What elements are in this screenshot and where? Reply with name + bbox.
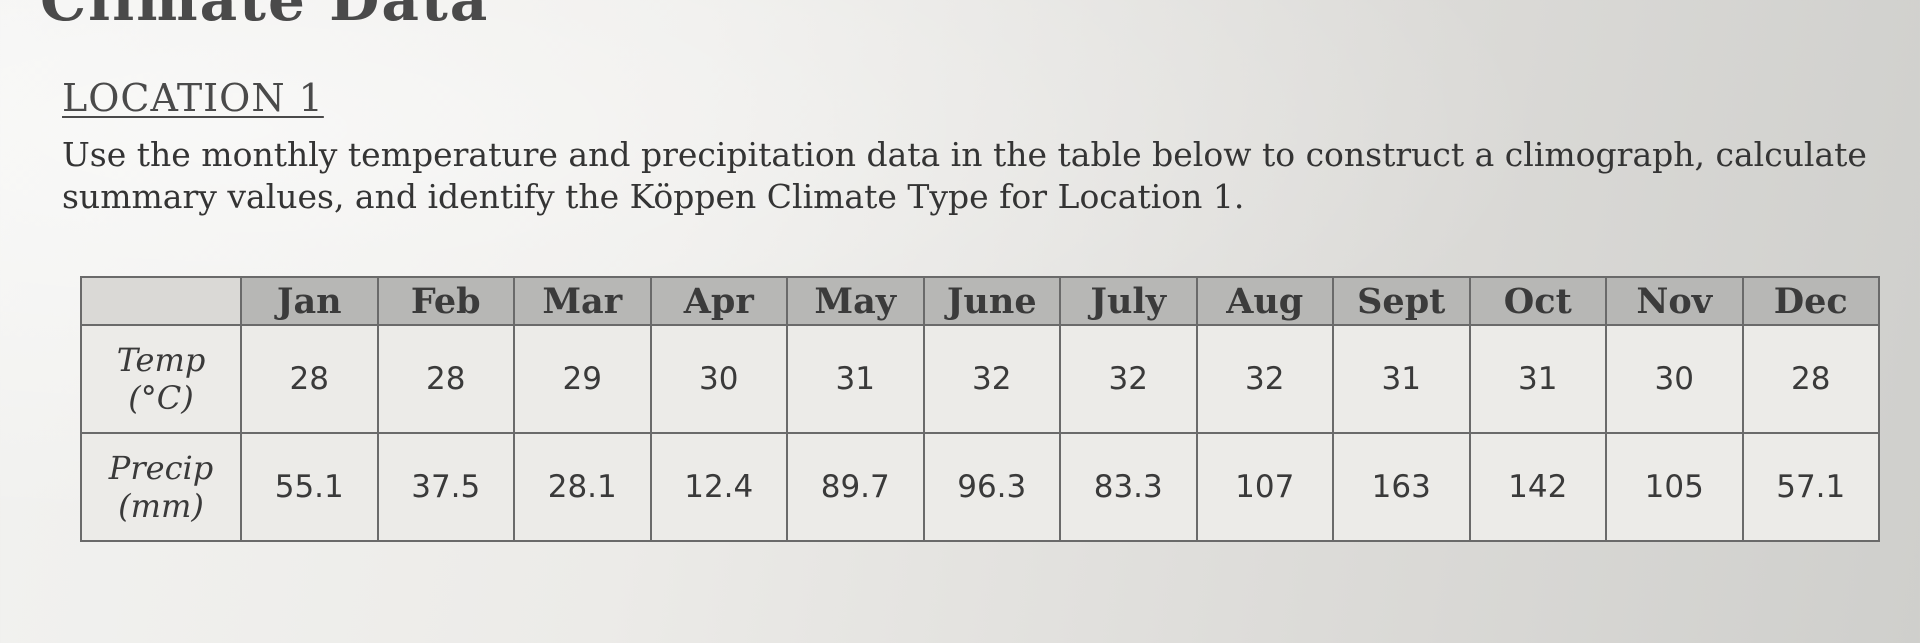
month-header: Oct — [1468, 276, 1607, 326]
month-header: July — [1059, 276, 1198, 326]
precipitation-cell: 55.1 — [240, 432, 379, 542]
temperature-cell: 30 — [649, 324, 788, 434]
temperature-cell: 30 — [1605, 324, 1744, 434]
precipitation-cell: 83.3 — [1059, 432, 1198, 542]
precipitation-row: Precip (mm) 55.1 37.5 28.1 12.4 89.7 96.… — [80, 432, 1880, 542]
precipitation-cell: 89.7 — [786, 432, 925, 542]
temperature-row: Temp (°C) 28 28 29 30 31 32 32 32 31 31 … — [80, 324, 1880, 434]
row-label-name: Precip — [108, 449, 214, 487]
row-label-name: Temp — [116, 341, 206, 379]
month-header: June — [922, 276, 1061, 326]
temperature-cell: 32 — [1059, 324, 1198, 434]
month-header: Apr — [649, 276, 788, 326]
month-header: Sept — [1332, 276, 1471, 326]
location-heading: LOCATION 1 — [62, 76, 324, 120]
precipitation-cell: 12.4 — [649, 432, 788, 542]
section-header-partial: Climate Data — [40, 0, 490, 34]
temperature-cell: 28 — [1741, 324, 1880, 434]
precipitation-cell: 142 — [1468, 432, 1607, 542]
temperature-cell: 28 — [376, 324, 515, 434]
precipitation-cell: 37.5 — [376, 432, 515, 542]
precipitation-cell: 163 — [1332, 432, 1471, 542]
month-header: Dec — [1741, 276, 1880, 326]
precipitation-cell: 28.1 — [513, 432, 652, 542]
row-label-unit: (°C) — [128, 379, 194, 417]
month-header: Mar — [513, 276, 652, 326]
month-header: Feb — [376, 276, 515, 326]
precipitation-cell: 105 — [1605, 432, 1744, 542]
month-header-row: Jan Feb Mar Apr May June July Aug Sept O… — [80, 276, 1880, 326]
precipitation-row-label: Precip (mm) — [80, 432, 242, 542]
month-header: Nov — [1605, 276, 1744, 326]
row-label-unit: (mm) — [118, 487, 204, 525]
climate-data-table: Jan Feb Mar Apr May June July Aug Sept O… — [80, 276, 1880, 542]
instructions-text: Use the monthly temperature and precipit… — [62, 135, 1878, 216]
temperature-cell: 31 — [786, 324, 925, 434]
month-header: May — [786, 276, 925, 326]
temperature-cell: 31 — [1468, 324, 1607, 434]
month-header: Jan — [240, 276, 379, 326]
temperature-cell: 28 — [240, 324, 379, 434]
temperature-row-label: Temp (°C) — [80, 324, 242, 434]
temperature-cell: 29 — [513, 324, 652, 434]
table-corner-cell — [80, 276, 242, 326]
precipitation-cell: 57.1 — [1741, 432, 1880, 542]
precipitation-cell: 96.3 — [922, 432, 1061, 542]
month-header: Aug — [1195, 276, 1334, 326]
temperature-cell: 31 — [1332, 324, 1471, 434]
temperature-cell: 32 — [922, 324, 1061, 434]
precipitation-cell: 107 — [1195, 432, 1334, 542]
temperature-cell: 32 — [1195, 324, 1334, 434]
